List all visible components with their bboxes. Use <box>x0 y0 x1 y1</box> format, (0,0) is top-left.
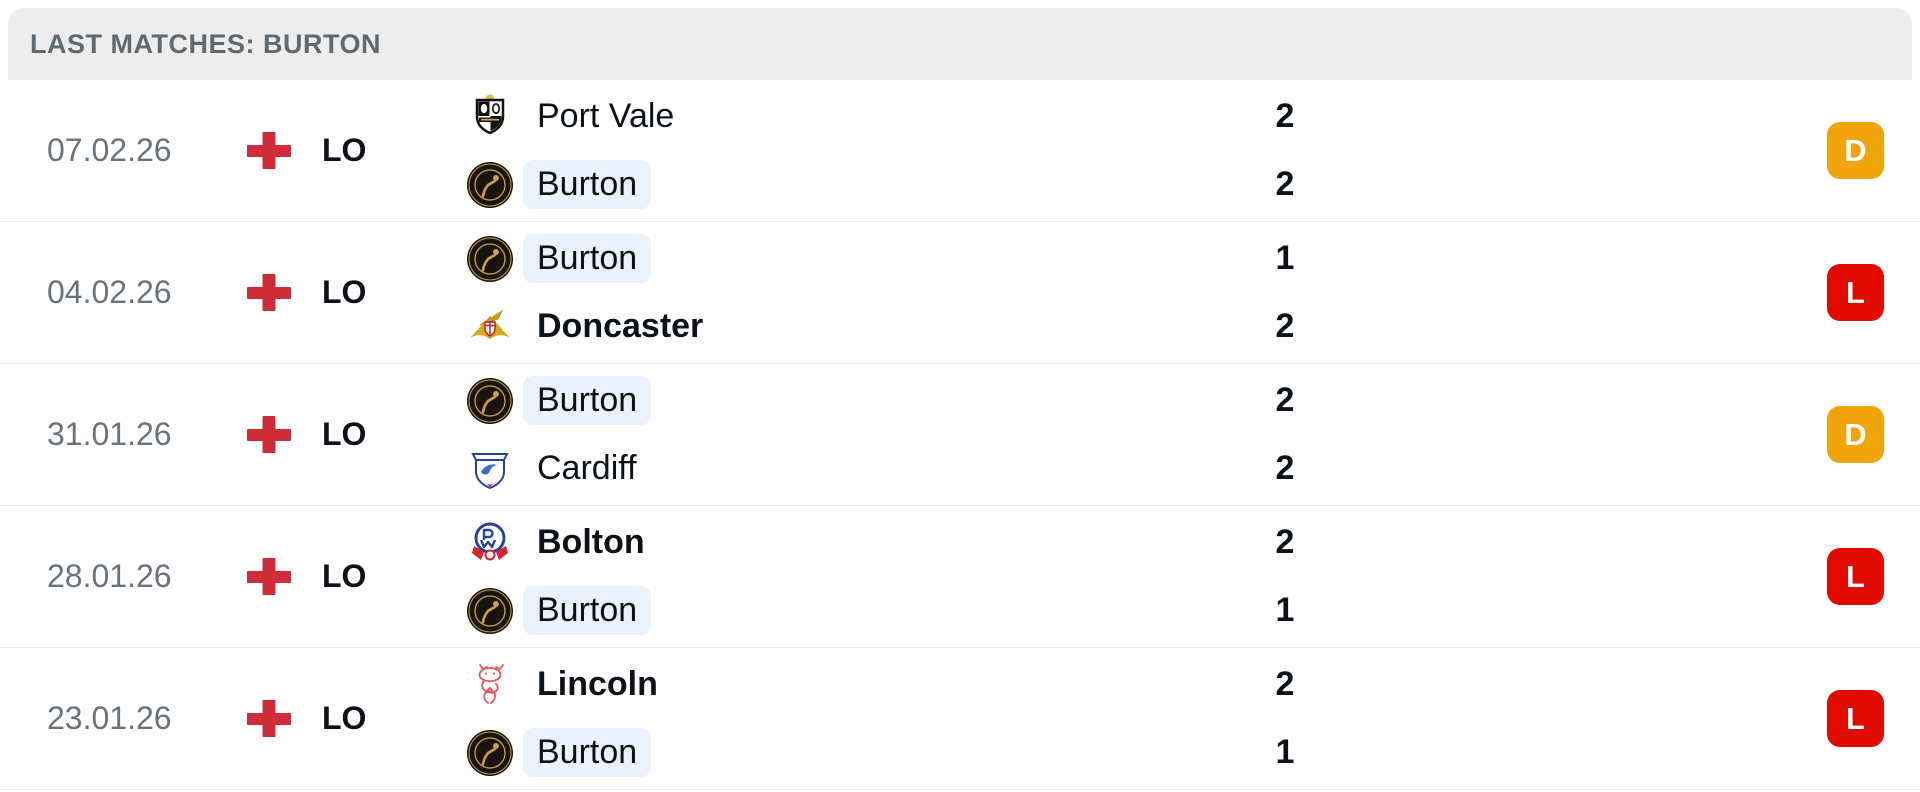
home-team-line: Burton <box>420 225 1170 293</box>
scores-cell: 2 2 <box>1170 83 1400 219</box>
home-score: 2 <box>1275 97 1295 135</box>
result-badge: L <box>1827 548 1884 605</box>
away-team-line: Cardiff <box>420 435 1170 503</box>
league-cell: LO <box>230 274 420 311</box>
bolton-logo <box>466 519 514 567</box>
match-row[interactable]: 23.01.26 LO Lincoln Burton 2 1 L <box>0 647 1920 789</box>
league-cell: LO <box>230 132 420 169</box>
match-date: 04.02.26 <box>47 274 172 310</box>
league-cell: LO <box>230 558 420 595</box>
home-team-line: Lincoln <box>420 651 1170 719</box>
away-team-line: Burton <box>420 577 1170 645</box>
away-score: 2 <box>1275 449 1295 487</box>
home-team-line: Burton <box>420 367 1170 435</box>
match-date: 31.01.26 <box>47 416 172 452</box>
match-list: 07.02.26 LO Port Vale Burton 2 2 <box>0 80 1920 790</box>
teams-cell: Bolton Burton <box>420 509 1170 645</box>
england-flag-icon <box>247 132 291 169</box>
home-score: 1 <box>1275 239 1295 277</box>
league-cell: LO <box>230 416 420 453</box>
result-badge: L <box>1827 690 1884 747</box>
burton-logo <box>466 160 514 209</box>
england-flag-icon <box>247 416 291 453</box>
scores-cell: 2 1 <box>1170 651 1400 787</box>
match-row[interactable]: 07.02.26 LO Port Vale Burton 2 2 <box>0 80 1920 221</box>
home-team-name: Burton <box>523 233 652 284</box>
teams-cell: Burton Cardiff <box>420 367 1170 503</box>
result-badge: L <box>1827 264 1884 321</box>
match-row[interactable]: 31.01.26 LO Burton Cardiff 2 2 D <box>0 363 1920 505</box>
scores-cell: 2 2 <box>1170 367 1400 503</box>
away-team-name: Cardiff <box>537 448 637 487</box>
scores-cell: 2 1 <box>1170 509 1400 645</box>
result-cell: L <box>1400 264 1920 321</box>
teams-cell: Lincoln Burton <box>420 651 1170 787</box>
teams-cell: Burton Doncaster <box>420 225 1170 361</box>
league-label: LO <box>322 700 367 736</box>
match-date: 28.01.26 <box>47 558 172 594</box>
burton-logo <box>466 728 514 777</box>
result-cell: D <box>1400 122 1920 179</box>
result-cell: L <box>1400 690 1920 747</box>
burton-logo <box>466 376 514 425</box>
doncaster-logo <box>466 303 514 351</box>
teams-cell: Port Vale Burton <box>420 83 1170 219</box>
home-score: 2 <box>1275 523 1295 561</box>
home-team-name: Burton <box>523 375 652 426</box>
away-team-line: Doncaster <box>420 293 1170 361</box>
lincoln-logo <box>466 661 514 709</box>
home-team-line: Bolton <box>420 509 1170 577</box>
away-team-line: Burton <box>420 719 1170 787</box>
away-score: 2 <box>1275 165 1295 203</box>
burton-logo <box>466 234 514 283</box>
card-title: LAST MATCHES: BURTON <box>30 28 381 59</box>
away-score: 1 <box>1275 591 1295 629</box>
league-label: LO <box>322 558 367 594</box>
away-score: 1 <box>1275 733 1295 771</box>
result-cell: L <box>1400 548 1920 605</box>
league-label: LO <box>322 274 367 310</box>
result-badge: D <box>1827 406 1884 463</box>
burton-logo <box>466 586 514 635</box>
away-team-name: Burton <box>523 159 652 210</box>
match-row[interactable]: 28.01.26 LO Bolton Burton 2 1 L <box>0 505 1920 647</box>
home-team-line: Port Vale <box>420 83 1170 151</box>
result-badge: D <box>1827 122 1884 179</box>
match-row[interactable]: 04.02.26 LO Burton Doncaster 1 2 <box>0 221 1920 363</box>
scores-cell: 1 2 <box>1170 225 1400 361</box>
cardiff-logo <box>466 445 514 493</box>
card-header: LAST MATCHES: BURTON <box>8 8 1912 80</box>
match-date: 07.02.26 <box>47 132 172 168</box>
england-flag-icon <box>247 700 291 737</box>
home-team-name: Port Vale <box>537 96 675 135</box>
england-flag-icon <box>247 274 291 311</box>
league-label: LO <box>322 416 367 452</box>
home-team-name: Lincoln <box>537 664 658 703</box>
away-team-name: Burton <box>523 727 652 778</box>
result-cell: D <box>1400 406 1920 463</box>
port-vale-logo <box>466 92 514 141</box>
away-score: 2 <box>1275 307 1295 345</box>
home-team-name: Bolton <box>537 522 645 561</box>
last-matches-card: LAST MATCHES: BURTON 07.02.26 LO Port Va… <box>0 8 1920 790</box>
league-label: LO <box>322 132 367 168</box>
league-cell: LO <box>230 700 420 737</box>
away-team-name: Burton <box>523 585 652 636</box>
away-team-line: Burton <box>420 151 1170 219</box>
away-team-name: Doncaster <box>537 306 704 345</box>
home-score: 2 <box>1275 665 1295 703</box>
england-flag-icon <box>247 558 291 595</box>
home-score: 2 <box>1275 381 1295 419</box>
match-date: 23.01.26 <box>47 700 172 736</box>
